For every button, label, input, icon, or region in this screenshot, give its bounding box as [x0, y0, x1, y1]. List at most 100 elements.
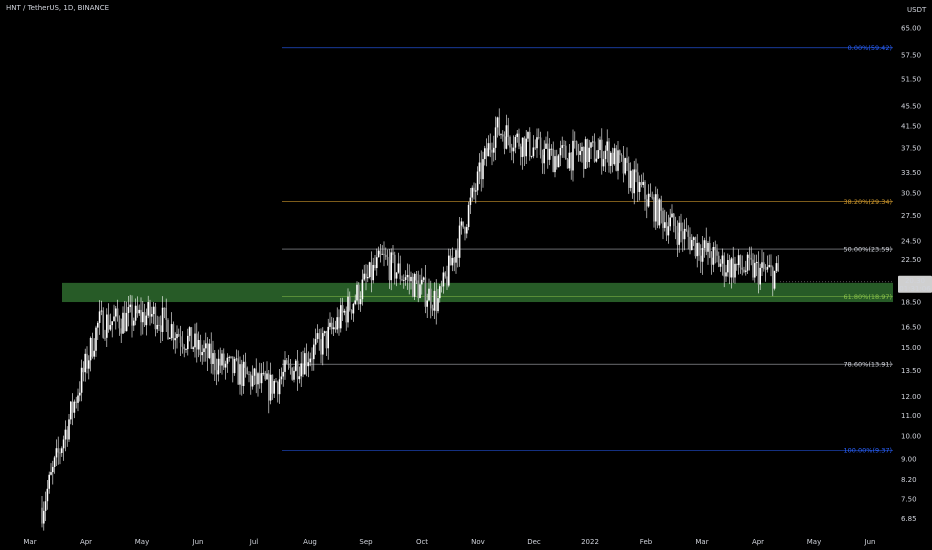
candle-body: [439, 286, 441, 299]
candle-body: [359, 299, 362, 305]
candle-body: [503, 136, 506, 149]
candle-body: [57, 448, 59, 453]
candle-body: [732, 258, 734, 278]
candle-body: [255, 368, 257, 385]
candle-body: [750, 257, 752, 260]
candle-body: [770, 265, 772, 268]
candle-body: [115, 308, 117, 317]
candle-body: [511, 147, 513, 152]
candle-body: [469, 197, 472, 205]
candle-body: [655, 194, 657, 222]
candle-body: [440, 286, 443, 288]
candle-body: [293, 370, 295, 380]
candle-body: [433, 290, 436, 311]
candle-body: [331, 322, 333, 330]
candle-body: [71, 401, 74, 413]
candle-body: [246, 367, 248, 375]
candle-body: [527, 132, 529, 139]
candle-body: [772, 267, 774, 289]
x-tick-label: Mar: [695, 538, 708, 546]
candle-body: [367, 277, 369, 279]
candle-body: [210, 343, 212, 364]
candle-body: [266, 373, 268, 380]
candle-body: [347, 296, 349, 323]
candle-body: [403, 279, 405, 281]
y-tick-label: 13.50: [901, 367, 921, 375]
candle-body: [476, 171, 479, 191]
candle-body: [480, 162, 482, 180]
candle-body: [161, 307, 164, 332]
candle-body: [512, 147, 515, 152]
candle-body: [365, 273, 367, 279]
candle-body: [223, 353, 225, 368]
candle-body: [260, 373, 263, 384]
candle-body: [224, 363, 227, 368]
candle-body: [628, 162, 630, 188]
y-tick-label: 6.85: [901, 515, 917, 523]
candle-body: [759, 267, 761, 285]
candle-body: [626, 158, 628, 163]
candle-body: [435, 290, 437, 312]
x-tick-label: Oct: [416, 538, 428, 546]
x-tick-label: Nov: [471, 538, 485, 546]
candle-body: [651, 196, 653, 198]
candle-body: [201, 352, 203, 356]
candle-body: [629, 170, 632, 188]
candle-body: [113, 316, 115, 322]
candle-body: [82, 367, 85, 373]
candle-body: [120, 328, 122, 334]
candle-body: [134, 305, 137, 321]
candle-body: [709, 242, 711, 258]
y-tick-label: 18.50: [901, 299, 921, 307]
candle-body: [322, 333, 324, 355]
candle-body: [50, 472, 52, 475]
candle-body: [66, 429, 68, 440]
candle-body: [736, 263, 738, 266]
candle-body: [682, 231, 684, 240]
y-tick-label: 57.50: [901, 51, 921, 59]
y-tick-label: 33.50: [901, 169, 921, 177]
candle-body: [493, 147, 495, 153]
candle-body: [700, 255, 702, 262]
candle-body: [662, 210, 664, 228]
candle-body: [314, 338, 317, 345]
candle-body: [464, 227, 466, 234]
symbol-title: HNT / TetherUS, 1D, BINANCE: [6, 4, 110, 12]
candle-body: [518, 133, 520, 147]
y-tick-label: 22.50: [901, 256, 921, 264]
candle-body: [273, 380, 275, 394]
candle-body: [561, 145, 563, 148]
candle-body: [323, 331, 326, 334]
x-tick-label: Feb: [640, 538, 653, 546]
y-tick-label: 8.20: [901, 476, 917, 484]
candle-body: [644, 181, 646, 200]
candle-body: [584, 139, 587, 169]
candle-body: [703, 240, 706, 248]
candle-body: [568, 152, 571, 169]
candle-body: [574, 140, 576, 142]
candle-body: [521, 137, 524, 158]
y-tick-label: 12.00: [901, 393, 921, 401]
candle-body: [554, 156, 556, 173]
x-tick-label: Sep: [359, 538, 373, 546]
candle-body: [167, 319, 169, 339]
candle-body: [534, 147, 536, 149]
candle-body: [194, 333, 196, 348]
candle-body: [212, 353, 214, 364]
candle-body: [100, 310, 103, 312]
candle-body: [176, 333, 178, 339]
candle-body: [460, 221, 463, 226]
candle-body: [363, 273, 365, 280]
candle-body: [248, 374, 250, 375]
candle-body: [559, 147, 562, 156]
candle-body: [683, 228, 686, 240]
candle-body: [676, 232, 679, 245]
candle-body: [230, 356, 232, 358]
candle-body: [741, 267, 743, 270]
candle-body: [500, 134, 502, 136]
candle-body: [619, 150, 621, 155]
x-tick-label: Jun: [192, 538, 204, 546]
candle-body: [228, 356, 230, 358]
candle-body: [631, 170, 634, 194]
